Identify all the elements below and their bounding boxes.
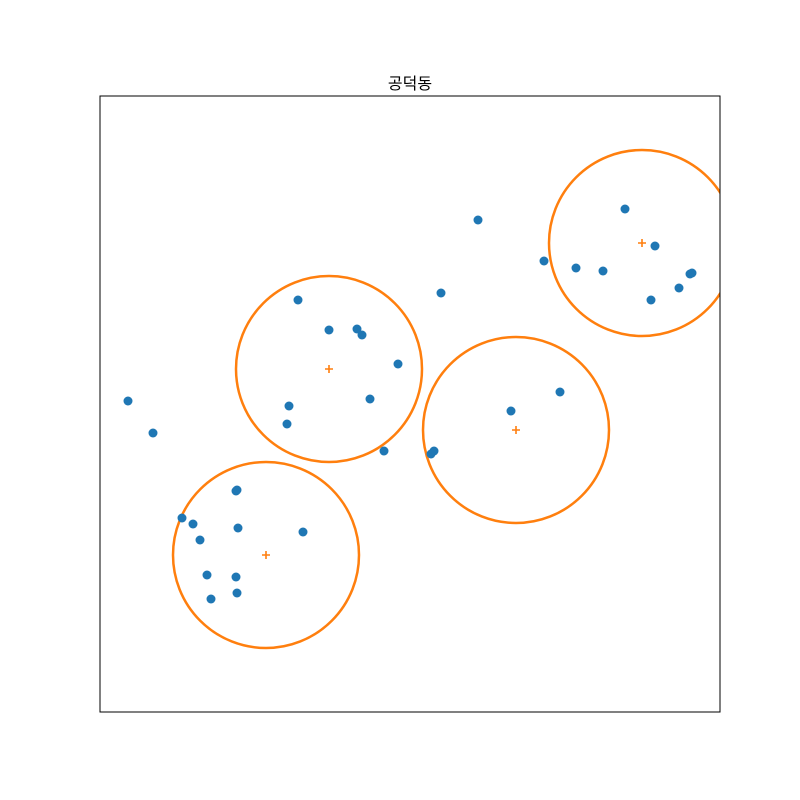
cluster-center-2 — [512, 426, 520, 434]
data-point-14 — [539, 256, 549, 266]
point-layer — [123, 204, 697, 604]
data-point-1 — [123, 396, 133, 406]
data-point-17 — [620, 204, 630, 214]
data-point-3 — [293, 295, 303, 305]
data-point-20 — [674, 283, 684, 293]
data-point-8 — [365, 394, 375, 404]
data-point-26 — [426, 449, 436, 459]
data-point-10 — [282, 419, 292, 429]
cluster-circle-4 — [171, 460, 361, 650]
chart-title: 공덕동 — [388, 74, 432, 93]
data-point-5 — [352, 324, 362, 334]
data-point-12 — [436, 288, 446, 298]
plot-frame — [99, 95, 721, 713]
data-point-28 — [232, 485, 242, 495]
data-point-32 — [233, 523, 243, 533]
data-point-24 — [555, 387, 565, 397]
data-point-11 — [379, 446, 389, 456]
data-point-22 — [687, 268, 697, 278]
data-point-30 — [188, 519, 198, 529]
cluster-layer — [171, 148, 720, 650]
cluster-center-3 — [638, 239, 646, 247]
data-point-15 — [571, 263, 581, 273]
data-point-9 — [284, 401, 294, 411]
cluster-circle-3 — [547, 148, 720, 338]
data-point-6 — [357, 330, 367, 340]
data-point-19 — [646, 295, 656, 305]
data-point-37 — [232, 588, 242, 598]
data-point-33 — [298, 527, 308, 537]
data-point-29 — [177, 513, 187, 523]
data-point-13 — [473, 215, 483, 225]
data-point-36 — [206, 594, 216, 604]
data-point-16 — [598, 266, 608, 276]
data-point-31 — [195, 535, 205, 545]
cluster-circle-2 — [421, 335, 611, 525]
cluster-center-1 — [325, 365, 333, 373]
data-point-4 — [324, 325, 334, 335]
data-point-23 — [506, 406, 516, 416]
data-point-18 — [650, 241, 660, 251]
cluster-center-4 — [262, 551, 270, 559]
data-point-34 — [202, 570, 212, 580]
data-point-2 — [148, 428, 158, 438]
data-point-35 — [231, 572, 241, 582]
data-point-7 — [393, 359, 403, 369]
cluster-circle-1 — [234, 274, 424, 464]
